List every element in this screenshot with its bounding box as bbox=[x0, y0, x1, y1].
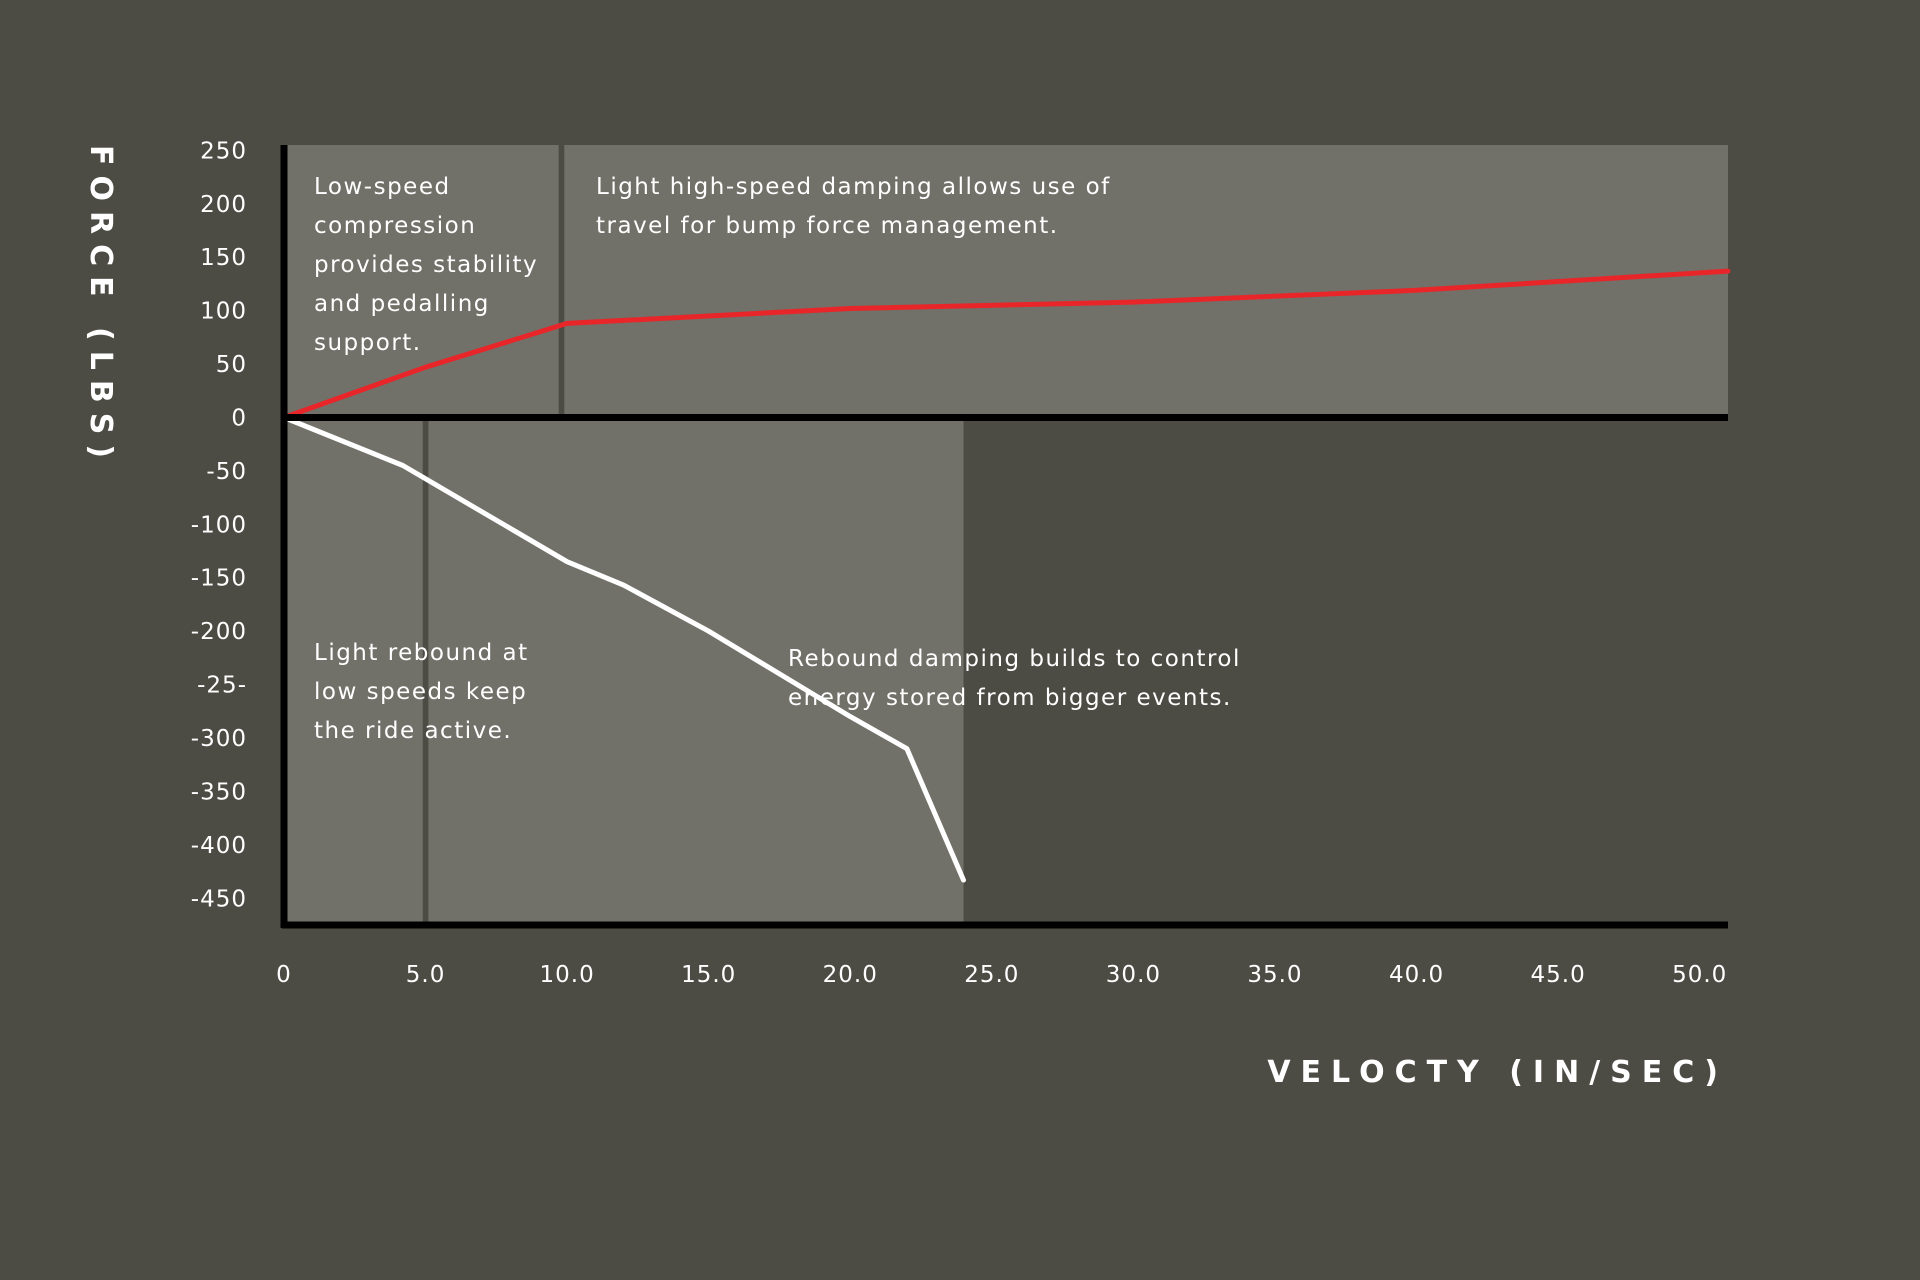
series-line-1 bbox=[281, 268, 1731, 420]
series-line-2 bbox=[281, 415, 966, 883]
y-tick-label: -200 bbox=[191, 619, 247, 645]
region-3 bbox=[284, 417, 423, 925]
y-tick-label: -400 bbox=[191, 833, 247, 859]
x-tick-label: 25.0 bbox=[964, 962, 1019, 988]
region-annotation-3: Light rebound at low speeds keep the ride … bbox=[314, 640, 529, 744]
x-tick-label: 35.0 bbox=[1247, 962, 1302, 988]
region-1 bbox=[284, 145, 559, 418]
x-tick-label: 45.0 bbox=[1531, 962, 1586, 988]
y-tick-label: -450 bbox=[191, 886, 247, 912]
region-annotation-1: Low-speed compression provides stability an… bbox=[314, 174, 538, 356]
x-tick-label: 10.0 bbox=[540, 962, 595, 988]
y-tick-label: -150 bbox=[191, 566, 247, 592]
y-tick-label: -300 bbox=[191, 726, 247, 752]
y-tick-label: 0 bbox=[231, 405, 247, 431]
y-tick-label: 150 bbox=[200, 245, 247, 271]
x-tick-label: 15.0 bbox=[681, 962, 736, 988]
y-tick-label: 100 bbox=[200, 299, 247, 325]
y-tick-label: -25- bbox=[197, 673, 247, 699]
x-tick-label: 20.0 bbox=[823, 962, 878, 988]
y-tick-label: 200 bbox=[200, 192, 247, 218]
x-tick-label: 50.0 bbox=[1672, 962, 1727, 988]
y-tick-label: -350 bbox=[191, 779, 247, 805]
region-annotation-2: Light high-speed damping allows use of tr… bbox=[596, 174, 1111, 239]
x-axis-title: VELOCTY (IN/SEC) bbox=[1267, 1055, 1728, 1090]
y-tick-label: 50 bbox=[216, 352, 247, 378]
region-annotation-4: Rebound damping builds to control energy … bbox=[788, 646, 1241, 711]
x-tick-label: 5.0 bbox=[406, 962, 446, 988]
y-tick-label: 250 bbox=[200, 138, 247, 164]
x-tick-label: 0 bbox=[276, 962, 292, 988]
y-tick-label: -100 bbox=[191, 512, 247, 538]
region-4 bbox=[428, 417, 964, 925]
y-tick-label: -50 bbox=[206, 459, 247, 485]
y-axis-title: FORCE (LBS) bbox=[83, 145, 118, 468]
x-tick-label: 40.0 bbox=[1389, 962, 1444, 988]
x-tick-label: 30.0 bbox=[1106, 962, 1161, 988]
